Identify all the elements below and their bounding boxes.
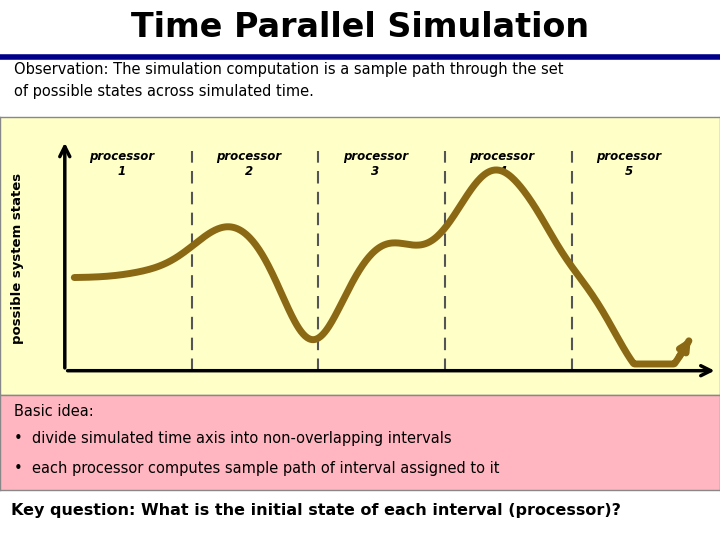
Text: processor
5: processor 5 — [596, 150, 661, 178]
Text: Basic idea:: Basic idea: — [14, 404, 94, 420]
Text: Observation: The simulation computation is a sample path through the set
of poss: Observation: The simulation computation … — [14, 63, 564, 99]
Text: Key question: What is the initial state of each interval (processor)?: Key question: What is the initial state … — [11, 503, 621, 517]
Text: •  divide simulated time axis into non-overlapping intervals: • divide simulated time axis into non-ov… — [14, 431, 452, 446]
Text: •  each processor computes sample path of interval assigned to it: • each processor computes sample path of… — [14, 462, 500, 476]
Text: processor
2: processor 2 — [216, 150, 281, 178]
Text: processor
3: processor 3 — [343, 150, 408, 178]
Text: simulated time: simulated time — [526, 400, 643, 414]
Text: processor
1: processor 1 — [89, 150, 154, 178]
Text: Time Parallel Simulation: Time Parallel Simulation — [131, 11, 589, 44]
Text: possible system states: possible system states — [11, 173, 24, 345]
Text: processor
4: processor 4 — [469, 150, 534, 178]
